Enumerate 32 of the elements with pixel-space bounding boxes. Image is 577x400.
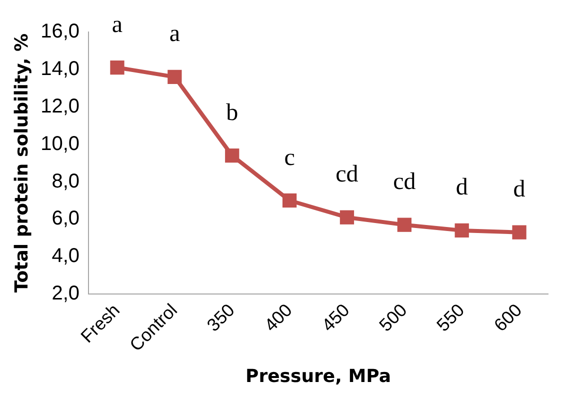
y-tick-label: 6,0 bbox=[52, 208, 80, 230]
point bbox=[168, 70, 182, 84]
y-tick-label: 10,0 bbox=[40, 132, 80, 155]
x-tick-label: 550 bbox=[432, 300, 468, 336]
x-tick-label: 400 bbox=[260, 300, 296, 336]
point bbox=[454, 223, 469, 238]
point bbox=[110, 60, 124, 75]
x-tick-label: 600 bbox=[490, 300, 526, 336]
point bbox=[225, 148, 240, 163]
y-tick-label: 8,0 bbox=[52, 170, 80, 192]
x-tick-label: 350 bbox=[203, 300, 238, 336]
y-tick-label: 4,0 bbox=[52, 245, 80, 268]
annotation: c bbox=[284, 144, 295, 171]
x-tick-label: 450 bbox=[318, 300, 354, 336]
y-tick-label: 12,0 bbox=[40, 95, 80, 118]
annotation: cd bbox=[393, 169, 416, 196]
x-tick-label: 500 bbox=[375, 300, 411, 336]
point bbox=[340, 210, 354, 224]
point bbox=[397, 218, 412, 232]
annotation: a bbox=[112, 12, 123, 38]
y-axis-title: Total protein solubility, % bbox=[11, 33, 32, 293]
point bbox=[512, 225, 526, 240]
annotation: d bbox=[513, 176, 526, 203]
y-tick-label: 16,0 bbox=[40, 20, 80, 43]
annotation: b bbox=[226, 100, 238, 126]
x-axis-title: Pressure, MPa bbox=[246, 366, 392, 387]
annotation: d bbox=[456, 174, 468, 201]
y-tick-label: 2,0 bbox=[52, 282, 80, 305]
y-tick-label: 14,0 bbox=[40, 58, 80, 80]
annotation: cd bbox=[336, 162, 358, 188]
annotation: a bbox=[169, 21, 180, 48]
point bbox=[282, 193, 297, 208]
